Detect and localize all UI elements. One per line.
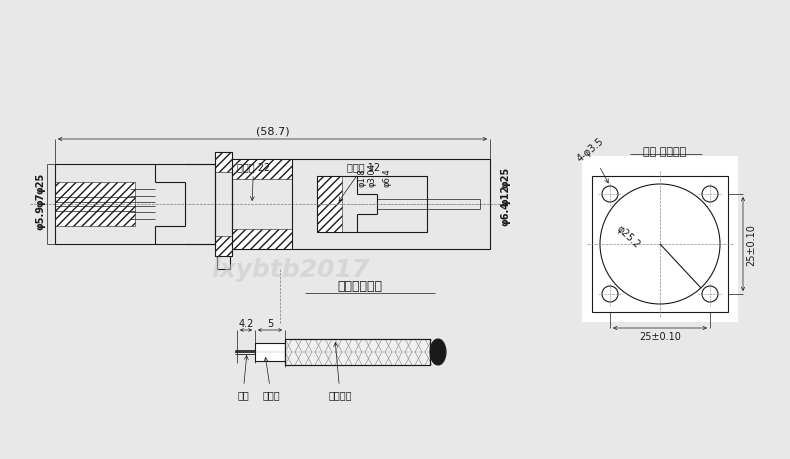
Text: 5: 5 [267, 318, 273, 328]
Bar [592, 177, 728, 312]
Bar [232, 230, 292, 249]
Text: φ6.4: φ6.4 [382, 168, 392, 187]
Text: φ3.04: φ3.04 [367, 162, 377, 187]
Bar [55, 183, 135, 226]
Text: 25±0.10: 25±0.10 [639, 331, 681, 341]
Text: 芯线: 芯线 [237, 356, 249, 399]
Text: φ25: φ25 [35, 172, 45, 193]
Bar [285, 339, 430, 365]
Bar [55, 165, 215, 245]
Text: 绣缘层: 绣缘层 [262, 358, 280, 399]
Ellipse shape [430, 339, 446, 365]
Bar [232, 160, 292, 179]
Bar [215, 153, 232, 173]
Bar [317, 177, 342, 233]
Bar [255, 343, 285, 361]
Text: φ25.2: φ25.2 [615, 223, 642, 250]
Text: 对冀宽 22: 对冀宽 22 [237, 162, 270, 201]
Bar [317, 177, 427, 233]
Text: φ7: φ7 [35, 192, 45, 207]
Text: φ6.4: φ6.4 [500, 200, 510, 225]
Text: 4.2: 4.2 [239, 318, 254, 328]
Text: φ1.8: φ1.8 [358, 168, 367, 187]
Text: 4-φ3.5: 4-φ3.5 [574, 136, 608, 184]
Text: 25±0.10: 25±0.10 [746, 224, 756, 265]
Text: φ5.9: φ5.9 [35, 204, 45, 229]
Bar [232, 160, 490, 249]
Bar [285, 339, 430, 365]
Text: 双层编织: 双层编织 [329, 343, 352, 399]
Bar [215, 236, 232, 257]
Text: 对冀宽 12: 对冀宽 12 [339, 162, 380, 202]
Text: φ12: φ12 [500, 184, 510, 205]
Text: lxybtb2017: lxybtb2017 [211, 257, 369, 281]
Bar [582, 157, 738, 322]
Text: (58.7): (58.7) [256, 126, 289, 136]
Text: φ25: φ25 [500, 166, 510, 187]
Text: 推荐剥线尺寸: 推荐剥线尺寸 [337, 280, 382, 292]
Bar [215, 153, 232, 257]
Text: 安装 开孔尺寸: 安装 开孔尺寸 [643, 147, 687, 157]
